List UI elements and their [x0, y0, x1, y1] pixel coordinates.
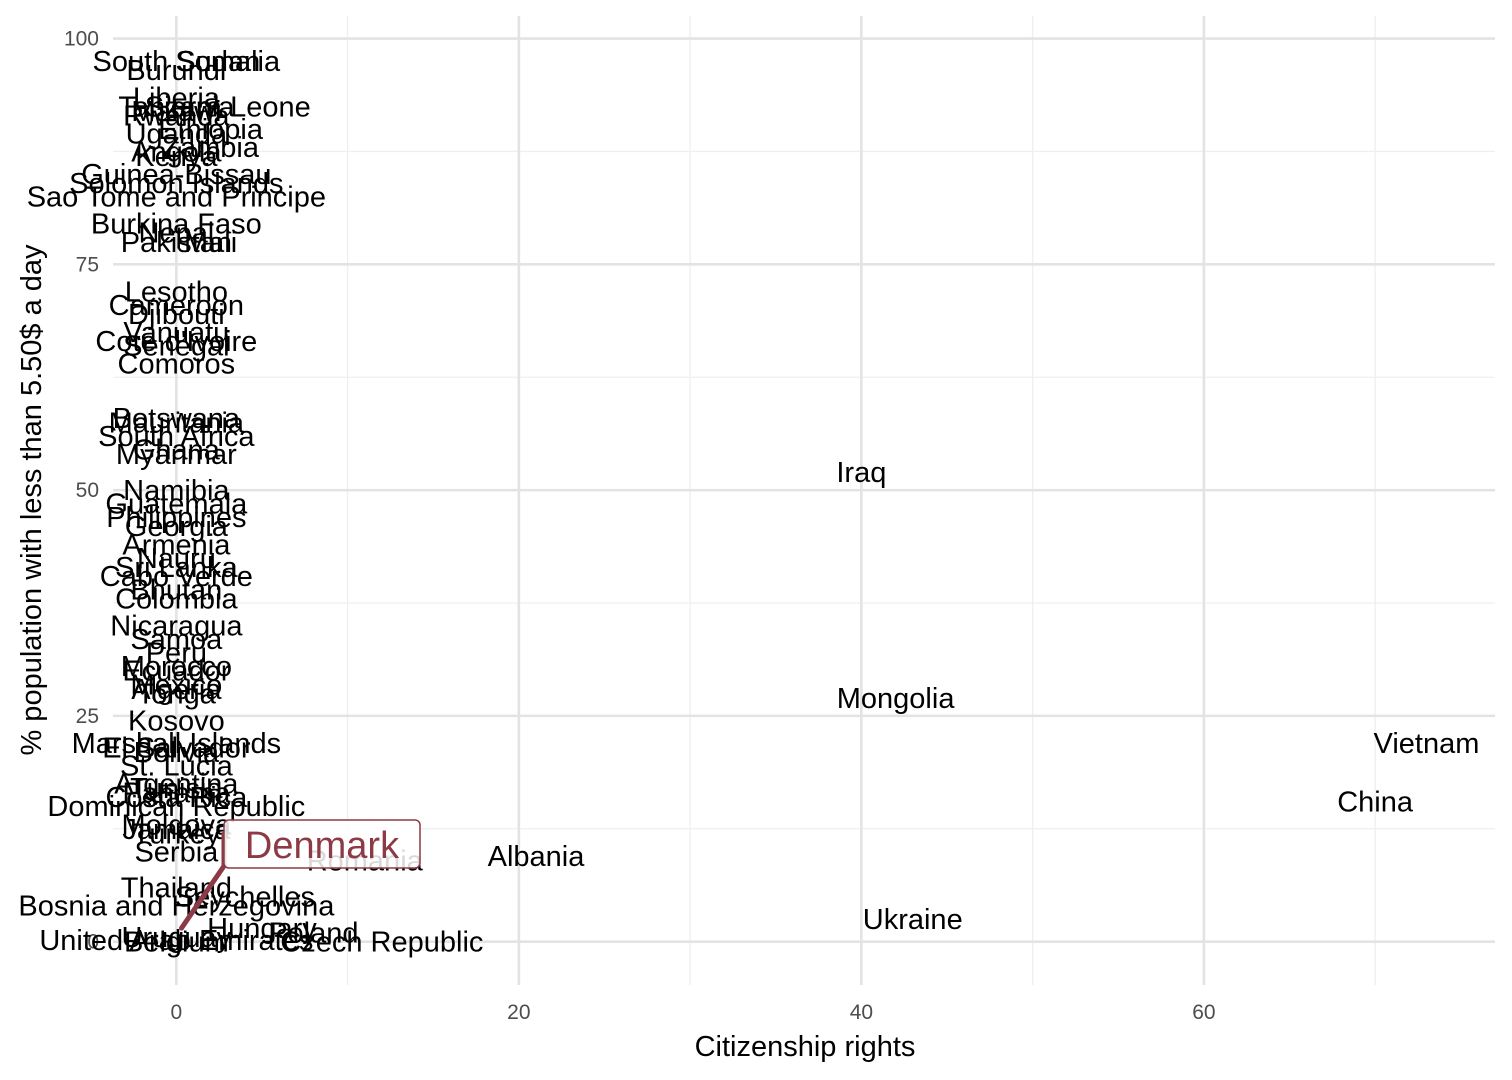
x-tick-label: 60 — [1192, 1001, 1215, 1024]
point-label: Cameroon — [109, 290, 244, 322]
point-label: Ghana — [133, 434, 221, 466]
point-label: Namibia — [123, 475, 230, 507]
point-label: Malawi — [131, 96, 221, 128]
point-label: Djibouti — [128, 299, 225, 331]
y-tick-label: 0 — [87, 931, 99, 954]
point-label: Liberia — [133, 82, 221, 114]
point-label: Jamaica — [122, 814, 231, 846]
highlight-label-box — [223, 819, 421, 869]
point-label: Dominican Republic — [47, 791, 305, 823]
point-label: Myanmar — [116, 439, 237, 471]
point-label: Georgia — [125, 511, 229, 543]
point-label: Burkina Faso — [91, 209, 262, 241]
x-tick-label: 20 — [507, 1001, 530, 1024]
point-label: Zambia — [162, 132, 260, 164]
point-label: Costa Rica — [105, 782, 248, 814]
point-label: Comoros — [118, 349, 236, 381]
point-label: Argentina — [114, 769, 239, 801]
point-label: Ethiopia — [158, 114, 264, 146]
point-label: China — [1337, 787, 1414, 819]
point-label: Czech Republic — [280, 927, 483, 959]
y-tick-label: 100 — [64, 28, 99, 51]
point-label: Sao Tome and Principe — [27, 182, 326, 214]
point-label: Philippines — [106, 502, 246, 534]
point-label: Guinea-Bissau — [81, 159, 271, 191]
point-label: Nicaragua — [110, 611, 243, 643]
point-label: Belgium — [124, 927, 229, 959]
point-label: Ukraine — [863, 904, 963, 936]
point-label: Morocco — [121, 651, 232, 683]
point-label: Mexico — [130, 669, 222, 701]
point-label: Uruguay — [122, 922, 232, 954]
point-label: Poland — [268, 918, 358, 950]
point-label: Iraq — [836, 457, 886, 489]
x-axis-title: Citizenship rights — [695, 1031, 916, 1063]
point-label: Uganda — [126, 118, 228, 150]
point-label: Panama — [122, 778, 231, 810]
point-label: Nauru — [137, 543, 216, 575]
point-label: Tonga — [137, 678, 217, 710]
highlight-annotation: Denmark — [179, 819, 421, 931]
point-label: Somalia — [175, 46, 281, 78]
point-label: Solomon Islands — [69, 168, 283, 200]
point-label: Hungary — [207, 913, 317, 945]
x-tick-label: 40 — [850, 1001, 873, 1024]
point-label: Cabo Verde — [100, 561, 253, 593]
point-label: El Salvador — [102, 732, 251, 764]
point-label: Lesotho — [125, 276, 228, 308]
x-tick-label: 0 — [171, 1001, 183, 1024]
point-label: Kosovo — [128, 705, 225, 737]
point-label: Bolivia — [134, 737, 220, 769]
point-label: Samoa — [130, 624, 223, 656]
point-label: South Sudan — [93, 46, 261, 78]
point-label: Vanuatu — [123, 317, 229, 349]
point-label: Ecuador — [122, 656, 230, 688]
point-label: Botswana — [113, 403, 241, 435]
point-label: Nepal — [138, 218, 214, 250]
point-label: Mongolia — [837, 683, 956, 715]
point-label: Bhutan — [130, 574, 222, 606]
point-label: Algeria — [131, 674, 222, 706]
y-axis-title: % population with less than 5.50$ a day — [16, 244, 48, 756]
point-label: United Arab Emirates — [39, 925, 313, 957]
y-tick-label: 75 — [76, 253, 99, 276]
point-label: Serbia — [134, 836, 219, 868]
point-label: Pakistan — [121, 227, 232, 259]
point-label: Colombia — [115, 583, 238, 615]
point-label: St. Lucia — [120, 751, 234, 783]
point-label: Sri Lanka — [115, 552, 238, 584]
y-tick-label: 25 — [76, 705, 99, 728]
point-label: Armenia — [122, 529, 231, 561]
point-label: Burundi — [126, 55, 226, 87]
y-tick-label: 50 — [76, 479, 99, 502]
point-label: Cote d'Ivoire — [95, 326, 257, 358]
point-label: Moldova — [122, 809, 232, 841]
point-label: Kenya — [135, 141, 218, 173]
point-label: Tanzania — [118, 91, 235, 123]
point-label: Marshall Islands — [72, 728, 282, 760]
point-label: Tunisia — [130, 773, 223, 805]
point-label: Peru — [146, 638, 207, 670]
point-label: Albania — [488, 841, 586, 873]
point-label: Mali — [184, 227, 237, 259]
point-label: Bosnia and Herzegovina — [18, 891, 335, 923]
point-label: Sierra Leone — [145, 91, 311, 123]
point-label: Angola — [131, 136, 222, 168]
point-label: Guatemala — [105, 489, 248, 521]
grid-lines — [113, 16, 1495, 985]
axis-ticks: 0 20 40 60 0 25 50 75 100 — [64, 28, 1216, 1024]
point-label: Turkey — [133, 818, 221, 850]
highlight-label: Denmark — [245, 825, 400, 867]
point-label: Rwanda — [123, 100, 230, 132]
point-label: Senegal — [123, 331, 229, 363]
point-label: Mauritania — [109, 407, 245, 439]
point-label: Vietnam — [1374, 728, 1480, 760]
point-label: South Africa — [98, 421, 255, 453]
